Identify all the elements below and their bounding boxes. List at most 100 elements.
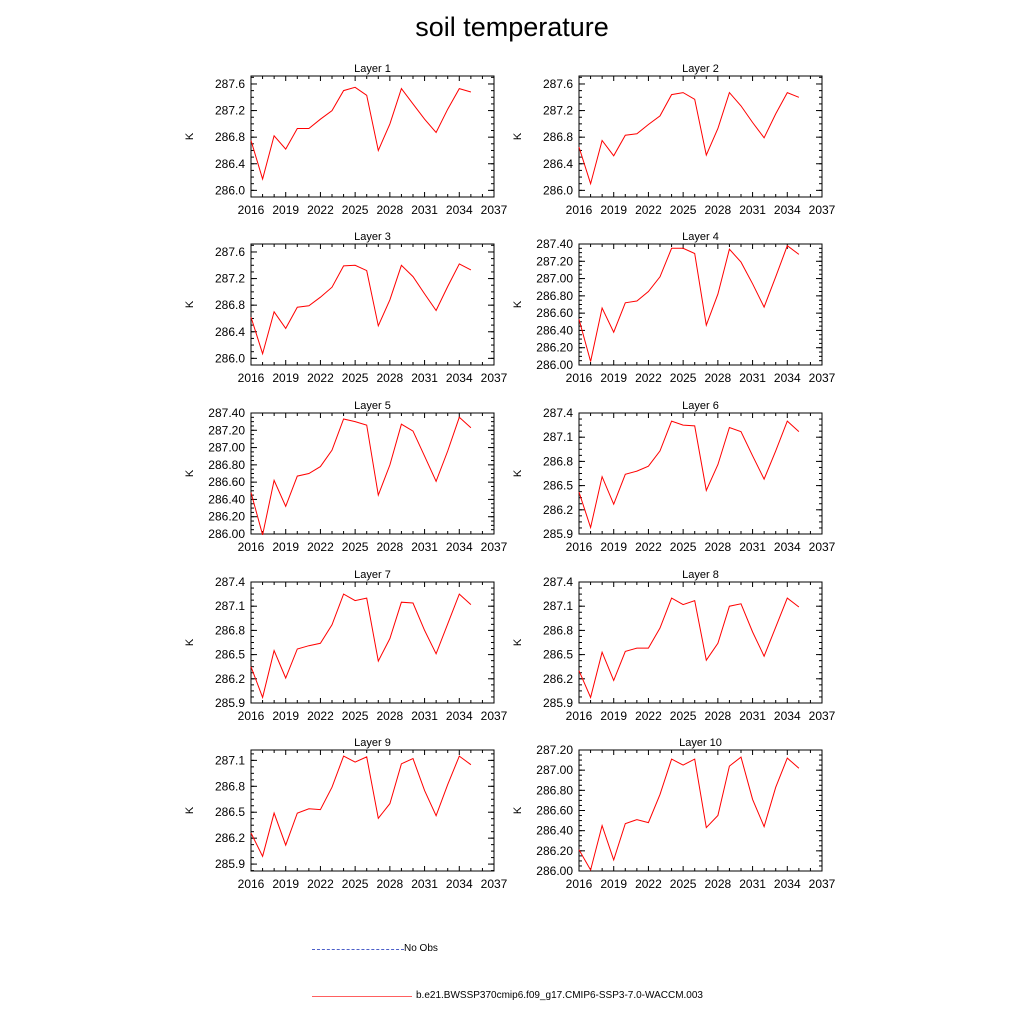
plot-frame [250,243,495,366]
y-tick-label: 286.0 [215,183,245,197]
plot-frame [250,749,495,872]
x-tick-label: 2025 [670,877,697,891]
y-tick-label: 286.5 [543,479,573,493]
x-tick-label: 2028 [705,709,732,723]
y-axis-label: K [512,300,524,308]
plot-frame [250,75,495,198]
chart-panel: Layer 9 K 2016 2019 2022 2025 2028 2031 2034 2037… [184,737,508,891]
y-tick-label: 286.4 [215,157,245,171]
y-tick-label: 286.4 [215,325,245,339]
x-tick-label: 2031 [411,371,438,385]
y-tick-label: 287.1 [215,599,245,613]
x-tick-label: 2016 [566,877,593,891]
x-tick-label: 2031 [739,540,766,554]
y-tick-label: 286.5 [215,648,245,662]
panel-title: Layer 8 [682,569,719,581]
y-tick-label: 286.00 [208,527,245,541]
x-tick-label: 2028 [377,709,404,723]
y-tick-label: 287.2 [543,104,573,118]
x-tick-label: 2019 [272,877,299,891]
y-tick-label: 286.0 [543,183,573,197]
y-tick-label: 286.60 [208,475,245,489]
page-title: soil temperature [415,12,609,42]
x-tick-label: 2025 [670,540,697,554]
y-tick-label: 286.60 [536,804,573,818]
legend-obs-label: No Obs [404,943,438,954]
y-axis-label: K [184,469,196,477]
y-tick-label: 286.2 [543,672,573,686]
panel-title: Layer 7 [354,569,391,581]
x-tick-label: 2022 [307,203,334,217]
y-tick-label: 286.2 [215,672,245,686]
x-tick-label: 2031 [739,203,766,217]
panel-title: Layer 10 [679,737,722,749]
y-tick-label: 287.4 [543,575,573,589]
legend-model-label: b.e21.BWSSP370cmip6.f09_g17.CMIP6-SSP3-7… [416,990,703,1001]
y-tick-label: 286.0 [215,351,245,365]
y-tick-label: 286.8 [543,130,573,144]
x-tick-label: 2022 [307,371,334,385]
y-tick-label: 286.8 [215,298,245,312]
x-tick-label: 2025 [670,203,697,217]
x-tick-label: 2037 [809,203,836,217]
y-axis-label: K [184,806,196,814]
x-tick-label: 2025 [670,709,697,723]
y-tick-label: 285.9 [543,527,573,541]
x-tick-label: 2028 [705,877,732,891]
y-tick-label: 287.00 [536,763,573,777]
y-tick-label: 287.00 [208,441,245,455]
panel-title: Layer 9 [354,737,391,749]
x-tick-label: 2025 [342,540,369,554]
x-tick-label: 2022 [635,203,662,217]
x-tick-label: 2022 [635,540,662,554]
x-tick-label: 2022 [307,540,334,554]
y-axis-label: K [512,469,524,477]
series-line [250,593,472,700]
chart-panel: Layer 1 K 2016 2019 2022 2025 2028 2031 2034 2037… [184,63,508,217]
x-tick-label: 2034 [774,371,801,385]
y-tick-label: 285.9 [543,696,573,710]
x-tick-label: 2034 [446,540,473,554]
x-tick-label: 2025 [670,371,697,385]
x-tick-label: 2022 [307,877,334,891]
y-tick-label: 286.8 [543,454,573,468]
y-tick-label: 287.20 [536,743,573,757]
y-tick-label: 286.40 [536,824,573,838]
x-tick-label: 2022 [635,371,662,385]
chart-panel: Layer 8 K 2016 2019 2022 2025 2028 2031 2034 2037… [512,569,836,723]
plot-frame [578,412,823,535]
x-tick-label: 2034 [446,877,473,891]
y-tick-label: 287.6 [215,77,245,91]
y-tick-label: 286.8 [215,779,245,793]
y-tick-label: 286.2 [543,503,573,517]
x-tick-label: 2022 [307,709,334,723]
y-tick-label: 287.20 [208,423,245,437]
series-line [578,91,800,186]
y-tick-label: 286.8 [215,623,245,637]
panel-title: Layer 6 [682,400,719,412]
x-tick-label: 2016 [238,709,265,723]
y-axis-label: K [184,300,196,308]
x-tick-label: 2022 [635,709,662,723]
plot-frame [578,243,823,366]
y-tick-label: 286.20 [536,341,573,355]
y-tick-label: 286.5 [543,648,573,662]
x-tick-label: 2028 [377,540,404,554]
x-tick-label: 2019 [272,203,299,217]
y-tick-label: 286.20 [536,844,573,858]
plot-frame [250,581,495,704]
series-line [250,755,472,858]
plot-frame [578,581,823,704]
y-tick-label: 286.00 [536,358,573,372]
x-tick-label: 2019 [600,540,627,554]
plot-frame [578,75,823,198]
x-tick-label: 2031 [739,877,766,891]
x-tick-label: 2019 [600,371,627,385]
x-tick-label: 2016 [238,371,265,385]
chart-panel: Layer 4 K 2016 2019 2022 2025 2028 2031 2034 2037… [512,231,836,385]
x-tick-label: 2016 [566,203,593,217]
x-tick-label: 2034 [774,877,801,891]
x-tick-label: 2037 [481,203,508,217]
x-tick-label: 2034 [446,371,473,385]
chart-panel: Layer 10 K 2016 2019 2022 2025 2028 2031 2034 203… [512,737,836,891]
